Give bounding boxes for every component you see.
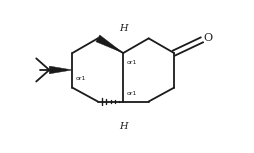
Text: H: H [119, 122, 128, 131]
Text: or1: or1 [75, 76, 86, 81]
Text: O: O [203, 33, 212, 43]
Polygon shape [49, 66, 72, 74]
Text: or1: or1 [126, 60, 137, 65]
Text: or1: or1 [126, 91, 137, 96]
Text: H: H [119, 24, 128, 33]
Polygon shape [96, 35, 123, 53]
